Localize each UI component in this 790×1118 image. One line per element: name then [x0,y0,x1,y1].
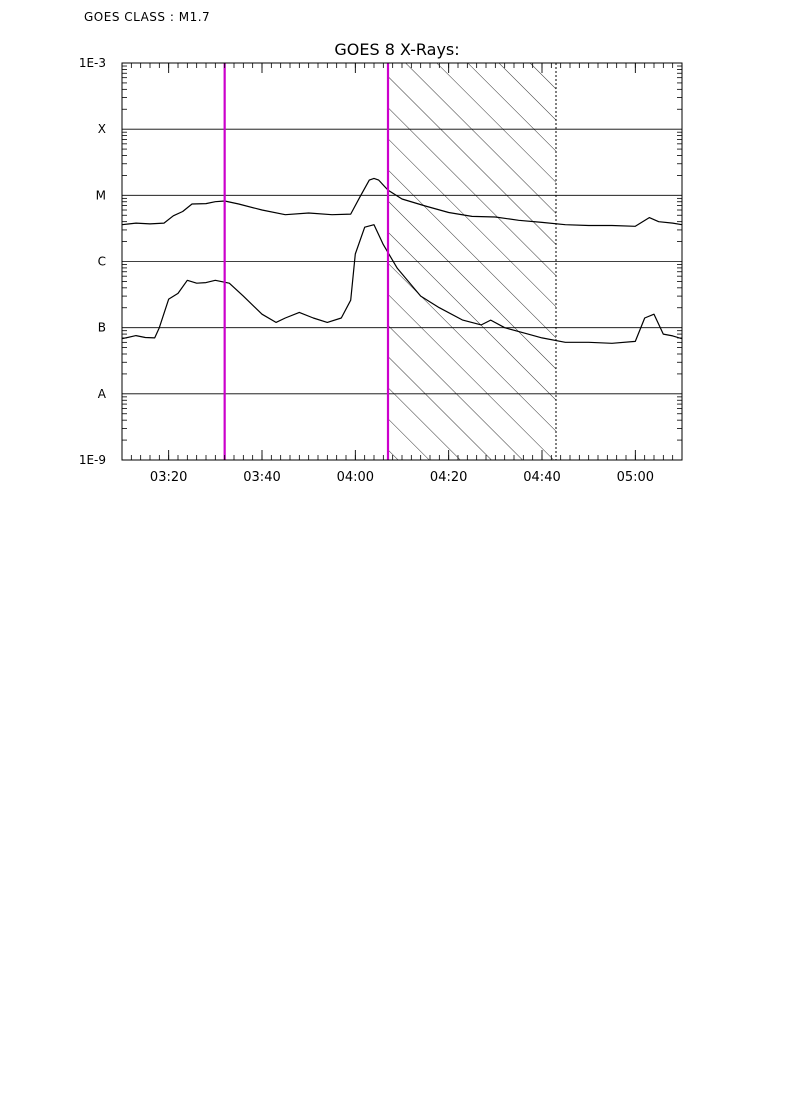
y-tick-label: B [98,321,106,335]
y-tick-label: M [96,188,106,202]
goes-class-label: GOES CLASS : M1.7 [84,10,211,24]
y-tick-label: X [98,122,106,136]
tick-label-layer: 1E-9 A B C M X 1E-3 03:20 03:40 04:00 04:20 04:40 05… [79,56,654,485]
series-layer [122,177,682,344]
series-line-2 [122,224,682,344]
x-tick-label: 04:40 [523,470,560,485]
marker-layer [223,63,557,460]
shaded-region-layer [388,63,556,460]
x-tick-label: 05:00 [617,470,654,485]
y-tick-label: 1E-9 [79,453,106,467]
goes-xray-chart: GOES 8 X-Rays: 1E-9 A B C M X 1E-3 03:20 03:40 04… [79,40,683,485]
chart-title: GOES 8 X-Rays: [334,40,459,59]
y-tick-label: 1E-3 [79,56,106,70]
x-tick-label: 04:00 [337,470,374,485]
x-tick-label: 03:40 [243,470,280,485]
x-tick-label: 03:20 [150,470,187,485]
shaded-region [388,63,556,460]
series-line-1 [122,177,682,227]
x-tick-label: 04:20 [430,470,467,485]
y-tick-label: A [98,387,107,401]
tick-layer [121,63,683,460]
y-tick-label: C [98,255,106,269]
